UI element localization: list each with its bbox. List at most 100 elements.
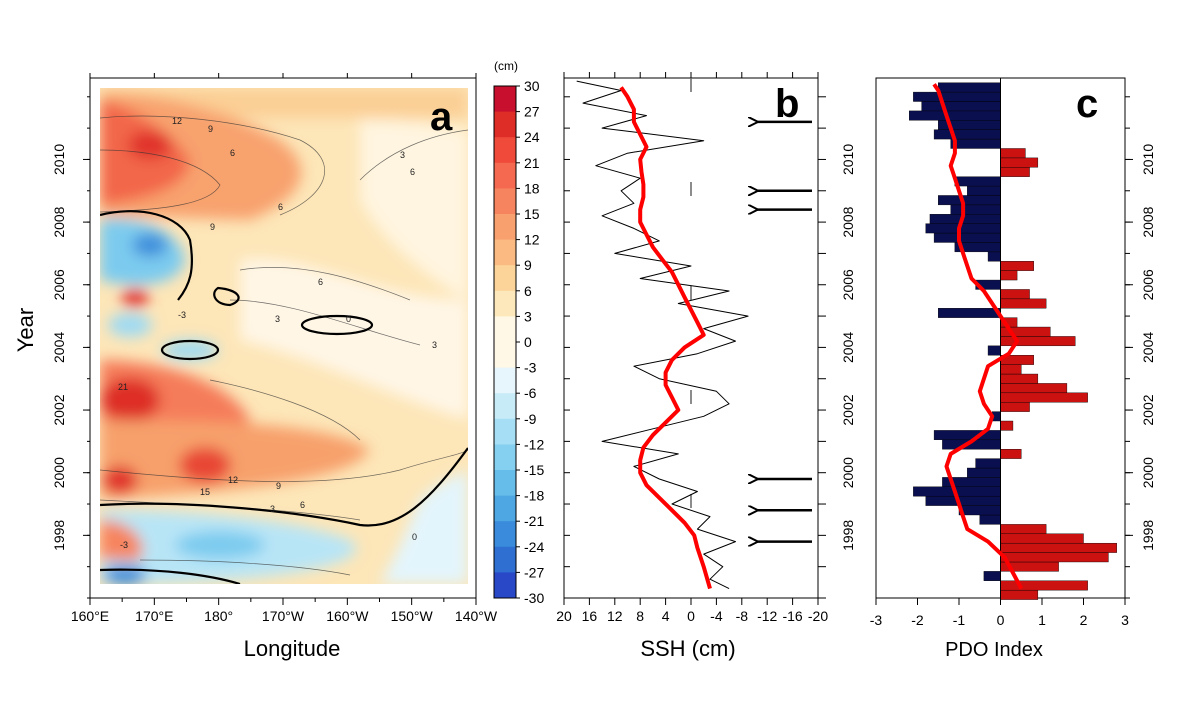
- contour-label: 3: [400, 150, 405, 160]
- pdo-bar: [925, 223, 1001, 234]
- colorbar-segment: [494, 188, 516, 215]
- contour-label: 6: [300, 500, 305, 510]
- pdo-bar: [909, 110, 1001, 121]
- smoothed-ssh-line: [619, 86, 712, 590]
- pdo-bar: [933, 430, 1001, 441]
- colorbar-tick-label: -27: [524, 564, 544, 580]
- pdo-bar: [933, 232, 1001, 243]
- colorbar-segment: [494, 342, 516, 369]
- x-tick-label: -16: [782, 608, 802, 624]
- panel-c-letter: c: [1076, 82, 1098, 126]
- x-tick-label: 170°W: [262, 608, 305, 624]
- y-tick-label-left: 1998: [840, 520, 856, 551]
- pdo-bar: [1000, 261, 1034, 271]
- pdo-bar: [1000, 552, 1109, 563]
- y-tick-label: 2008: [51, 206, 67, 237]
- pdo-bar: [950, 138, 1001, 149]
- panel-c: -3 -2 -1 0 1 2 3 1998 1998 2000 2000 2002 2002 2004 20…: [840, 77, 1156, 661]
- colorbar-segment: [494, 495, 516, 522]
- panel-c-xlabel: PDO Index: [945, 639, 1043, 661]
- pdo-bar: [1000, 298, 1047, 309]
- pdo-bar: [1000, 270, 1018, 281]
- x-tick-label: 12: [607, 608, 623, 624]
- pdo-bar: [1000, 533, 1084, 544]
- pdo-bar: [938, 82, 1001, 93]
- colorbar-tick-label: 0: [524, 334, 532, 350]
- pdo-bar: [967, 185, 1001, 196]
- x-tick-label: 2: [1080, 612, 1088, 628]
- x-tick-label: 180°: [204, 608, 233, 624]
- colorbar-tick-label: -6: [524, 385, 537, 401]
- colorbar-segment: [494, 265, 516, 292]
- x-tick-label: 20: [556, 608, 572, 624]
- y-tick-label-left: 2010: [840, 144, 856, 175]
- x-tick-label: 160°E: [71, 608, 109, 624]
- smoothed-pdo-line: [932, 83, 1024, 590]
- contour-label: 3: [270, 504, 275, 514]
- pdo-bar: [1000, 420, 1014, 431]
- pdo-bar: [1000, 524, 1047, 534]
- y-tick-label-left: 2008: [840, 206, 856, 237]
- pdo-bar: [1000, 157, 1039, 168]
- y-tick-label-right: 2006: [1140, 269, 1156, 300]
- y-tick-label-right: 2004: [1140, 332, 1156, 363]
- x-tick-label: -4: [710, 608, 723, 624]
- pdo-bar: [1000, 542, 1117, 553]
- y-tick-label-right: 2010: [1140, 144, 1156, 175]
- y-tick-label-right: 2000: [1140, 457, 1156, 488]
- contour-label: -3: [178, 310, 186, 320]
- pdo-bar: [1000, 449, 1022, 459]
- x-tick-label: 8: [636, 608, 644, 624]
- panel-a-xlabel: Longitude: [244, 636, 341, 661]
- y-tick-label-left: 2004: [840, 332, 856, 363]
- x-tick-label: 160°W: [326, 608, 369, 624]
- x-tick-label: 16: [582, 608, 598, 624]
- contour-labels: 12 9 6 3 6 6 9 6 3 0 3 -3 21 15 12 9 6 3…: [118, 116, 437, 550]
- panel-a-letter: a: [430, 95, 453, 139]
- colorbar-unit: (cm): [494, 59, 518, 73]
- x-tick-label: -20: [808, 608, 828, 624]
- panel-b: 20 16 12 8 4 0 -4 -8 -12 -16 -20 b SSH (cm): [556, 72, 828, 661]
- pdo-bar: [1000, 402, 1030, 412]
- colorbar-tick-label: 30: [524, 78, 540, 94]
- colorbar-tick-label: 27: [524, 104, 540, 120]
- pdo-bar: [954, 176, 1001, 187]
- pdo-bar: [933, 129, 1001, 140]
- pdo-bar: [929, 214, 1001, 224]
- pdo-bar: [958, 505, 1001, 516]
- colorbar-tick-label: 9: [524, 257, 532, 273]
- contour-label: 0: [346, 314, 351, 324]
- x-tick-label: 170°E: [135, 608, 173, 624]
- y-tick-label-right: 2008: [1140, 206, 1156, 237]
- colorbar-tick-label: 12: [524, 232, 540, 248]
- pdo-bar: [921, 101, 1001, 112]
- colorbar-segment: [494, 470, 516, 497]
- x-tick-label: 0: [997, 612, 1005, 628]
- colorbar-tick-label: 21: [524, 155, 540, 171]
- y-tick-label: 2010: [51, 144, 67, 175]
- contour-label: 12: [228, 475, 238, 485]
- x-tick-label: 4: [662, 608, 670, 624]
- x-tick-label: -2: [911, 612, 924, 628]
- colorbar-segment: [494, 239, 516, 266]
- colorbar-segment: [494, 111, 516, 138]
- pdo-bar: [983, 571, 1001, 581]
- pdo-bar: [987, 251, 1001, 262]
- colorbar-segment: [494, 444, 516, 471]
- x-tick-label: -12: [757, 608, 777, 624]
- colorbar-segment: [494, 137, 516, 164]
- pdo-bar: [1000, 580, 1088, 591]
- pdo-bar: [1000, 364, 1022, 375]
- x-tick-label: -1: [953, 612, 966, 628]
- contour-label: 15: [200, 487, 210, 497]
- contour-label: 9: [210, 222, 215, 232]
- colorbar-tick-label: 6: [524, 283, 532, 299]
- pdo-bar: [1000, 167, 1030, 177]
- pdo-bar: [987, 345, 1001, 356]
- colorbar-segment: [494, 290, 516, 317]
- pdo-bar: [967, 467, 1001, 478]
- colorbar-segment: [494, 521, 516, 548]
- colorbar-tick-label: -24: [524, 539, 544, 555]
- colorbar-tick-label: -18: [524, 488, 544, 504]
